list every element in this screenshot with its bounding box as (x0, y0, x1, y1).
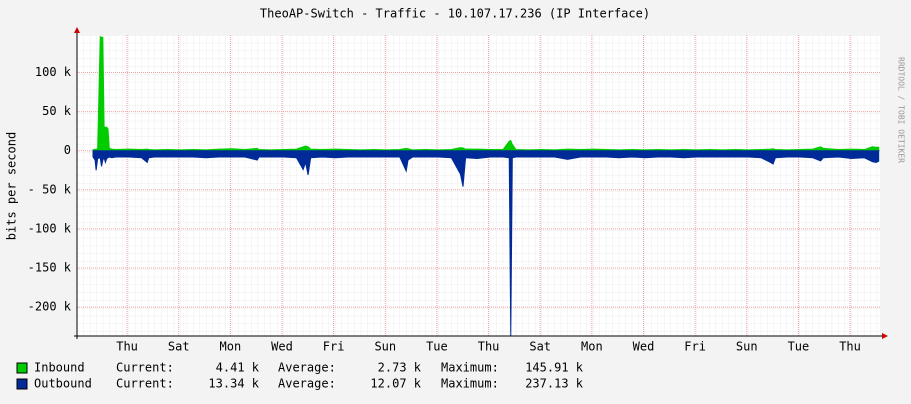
legend-label: Outbound (34, 377, 92, 391)
x-tick-label: Thu (116, 340, 138, 354)
y-axis-label: bits per second (5, 132, 19, 240)
x-tick-label: Thu (839, 340, 861, 354)
stat-value: 13.34 k (208, 377, 259, 391)
x-tick-label: Sun (736, 340, 758, 354)
legend-swatch (16, 378, 28, 390)
x-tick-label: Fri (684, 340, 706, 354)
minor-grid (77, 35, 880, 336)
stat-value: 12.07 k (370, 377, 421, 391)
stat-label: Average: (278, 377, 336, 391)
stat-label: Average: (278, 361, 336, 375)
x-tick-label: Wed (633, 340, 655, 354)
stat-label: Maximum: (441, 361, 499, 375)
watermark: RRDTOOL / TOBI OETIKER (897, 57, 906, 163)
legend-label: Inbound (34, 361, 85, 375)
area-outbound (92, 150, 880, 337)
stat-value: 145.91 k (525, 361, 584, 375)
y-tick-label: 50 k (42, 104, 72, 118)
stat-label: Current: (116, 361, 174, 375)
x-tick-label: Sat (529, 340, 551, 354)
legend-swatch (16, 362, 28, 374)
x-tick-label: Sat (168, 340, 190, 354)
stat-label: Current: (116, 377, 174, 391)
y-tick-label: -200 k (28, 300, 72, 314)
stat-label: Maximum: (441, 377, 499, 391)
x-tick-label: Mon (220, 340, 242, 354)
x-tick-label: Tue (426, 340, 448, 354)
y-tick-label: -100 k (28, 221, 72, 235)
x-tick-label: Fri (323, 340, 345, 354)
area-inbound (92, 35, 880, 152)
x-axis-arrow (882, 333, 888, 339)
stat-value: 2.73 k (378, 361, 422, 375)
x-tick-label: Tue (788, 340, 810, 354)
x-tick-label: Wed (271, 340, 293, 354)
y-tick-label: -150 k (28, 260, 72, 274)
x-tick-label: Mon (581, 340, 603, 354)
y-tick-label: - 50 k (28, 182, 72, 196)
y-tick-label: 100 k (35, 65, 72, 79)
y-tick-label: 0 (64, 143, 71, 157)
x-tick-label: Thu (478, 340, 500, 354)
chart-title: TheoAP-Switch - Traffic - 10.107.17.236 … (260, 7, 650, 21)
stat-value: 237.13 k (525, 377, 584, 391)
x-tick-label: Sun (374, 340, 396, 354)
stat-value: 4.41 k (216, 361, 260, 375)
y-axis-arrow (74, 27, 80, 33)
